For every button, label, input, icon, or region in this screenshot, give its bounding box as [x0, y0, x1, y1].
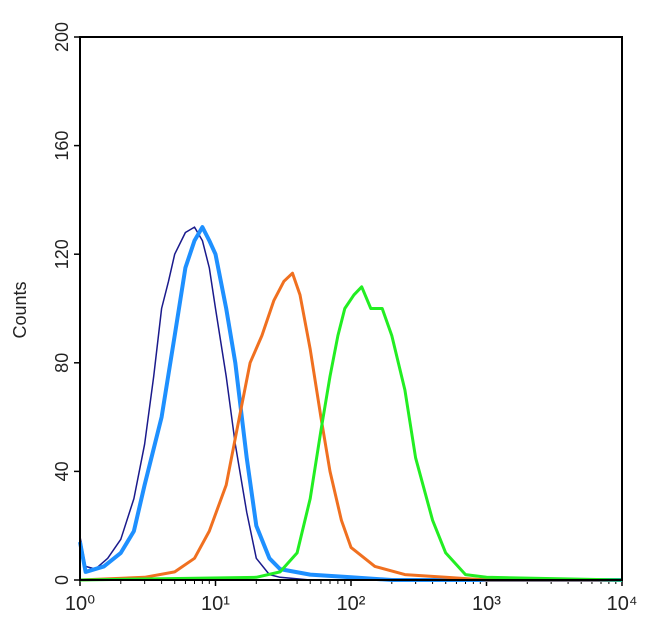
series-line	[79, 285, 623, 582]
x-tick-label: 10⁰	[65, 593, 95, 615]
x-tick-label: 10¹	[201, 593, 230, 615]
plot-frame	[79, 36, 623, 581]
y-tick-label: 40	[52, 461, 72, 481]
y-tick-label: 80	[52, 353, 72, 373]
x-tick-label: 10⁴	[607, 593, 638, 615]
y-axis-label: Counts	[10, 281, 30, 338]
series-line	[78, 225, 622, 582]
series-line	[79, 226, 311, 581]
y-tick-label: 0	[52, 575, 72, 585]
y-tick-label: 160	[52, 131, 72, 161]
x-tick-label: 10³	[472, 593, 501, 615]
y-tick-label: 200	[52, 22, 72, 52]
y-tick-label: 120	[52, 239, 72, 269]
x-tick-label: 10²	[337, 593, 366, 615]
series-line	[79, 271, 622, 582]
